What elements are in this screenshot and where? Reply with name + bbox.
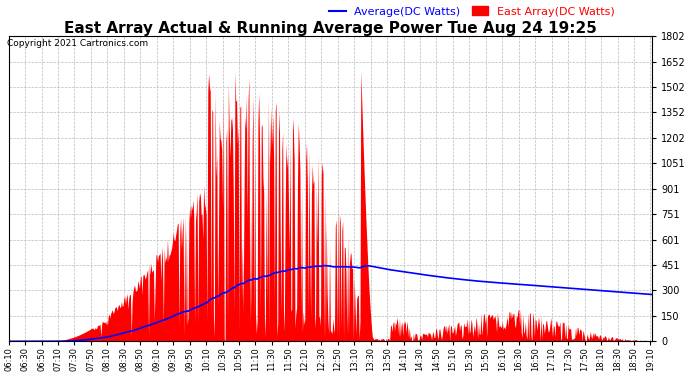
Title: East Array Actual & Running Average Power Tue Aug 24 19:25: East Array Actual & Running Average Powe… bbox=[64, 21, 597, 36]
Text: Copyright 2021 Cartronics.com: Copyright 2021 Cartronics.com bbox=[7, 39, 148, 48]
Legend: Average(DC Watts), East Array(DC Watts): Average(DC Watts), East Array(DC Watts) bbox=[324, 2, 620, 21]
